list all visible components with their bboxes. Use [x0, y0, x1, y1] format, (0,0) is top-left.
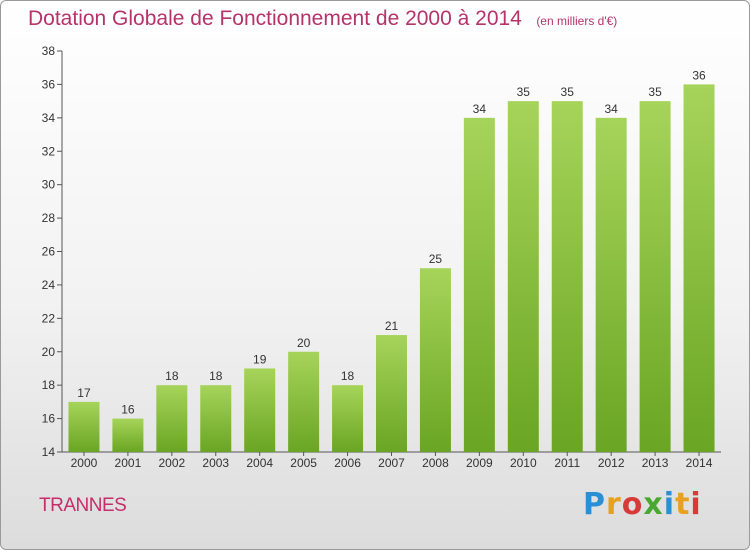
bar-2011 [551, 101, 583, 452]
value-label: 35 [561, 85, 575, 99]
bar-2009 [463, 117, 495, 452]
value-label: 36 [692, 68, 706, 82]
x-tick-label: 2002 [158, 456, 185, 470]
value-label: 34 [473, 102, 487, 116]
value-label: 34 [604, 102, 618, 116]
value-label: 19 [253, 352, 267, 366]
x-tick-label: 2004 [246, 456, 273, 470]
bar-2013 [639, 101, 671, 452]
logo-letter: i [663, 487, 676, 522]
x-tick-label: 2007 [378, 456, 405, 470]
x-tick-label: 2001 [115, 456, 142, 470]
value-label: 25 [429, 252, 443, 266]
title-row: Dotation Globale de Fonctionnement de 20… [28, 7, 617, 31]
y-tick-label: 28 [42, 211, 56, 225]
bar-2014 [683, 84, 715, 453]
x-tick-label: 2008 [422, 456, 449, 470]
y-tick-label: 34 [42, 111, 56, 125]
value-labels: 17 16 18 18 19 20 18 21 25 34 35 35 34 35 36 [77, 68, 706, 416]
bar-2006 [332, 385, 364, 452]
bar-2004 [244, 368, 276, 452]
x-tick-label: 2000 [71, 456, 98, 470]
value-label: 35 [517, 85, 531, 99]
bars [68, 84, 715, 453]
bar-2005 [288, 351, 320, 452]
y-tick-label: 20 [42, 345, 56, 359]
x-tick-label: 2013 [642, 456, 669, 470]
x-tick-label: 2010 [510, 456, 537, 470]
logo-letter: x [643, 487, 664, 522]
y-tick-label: 14 [42, 445, 56, 459]
bar-2010 [507, 101, 539, 452]
bar-2001 [112, 418, 144, 452]
bar-2003 [200, 385, 232, 452]
y-tick-label: 18 [42, 378, 56, 392]
x-tick-label: 2011 [554, 456, 580, 470]
value-label: 35 [648, 85, 662, 99]
x-tick-label: 2012 [598, 456, 625, 470]
x-tick-label: 2005 [290, 456, 317, 470]
bar-2000 [68, 401, 100, 452]
value-label: 21 [385, 319, 399, 333]
proxiti-logo: Proxiti [583, 487, 702, 522]
commune-name: TRANNES [39, 495, 127, 516]
value-label: 17 [77, 386, 91, 400]
y-tick-label: 38 [42, 44, 56, 58]
x-tick-label: 2014 [686, 456, 713, 470]
y-tick-label: 22 [42, 311, 56, 325]
bar-2002 [156, 385, 188, 452]
bar-2008 [419, 268, 451, 452]
x-tick-label: 2006 [334, 456, 361, 470]
logo-letter: P [583, 487, 606, 522]
value-label: 18 [341, 369, 355, 383]
chart-title: Dotation Globale de Fonctionnement de 20… [28, 7, 522, 30]
y-tick-label: 16 [42, 412, 56, 426]
value-label: 20 [297, 336, 311, 350]
value-label: 18 [165, 369, 179, 383]
x-tick-label: 2009 [466, 456, 493, 470]
y-tick-label: 32 [42, 144, 56, 158]
chart-subtitle: (en milliers d'€) [536, 14, 618, 28]
y-tick-label: 26 [42, 245, 56, 259]
y-tick-label: 36 [42, 77, 56, 91]
logo-letter: i [690, 487, 702, 522]
logo-letter: r [606, 487, 622, 522]
bar-2012 [595, 117, 627, 452]
value-label: 16 [121, 403, 135, 417]
bar-2007 [376, 335, 407, 452]
value-label: 18 [209, 369, 223, 383]
x-tick-label: 2003 [202, 456, 229, 470]
y-tick-label: 30 [42, 178, 56, 192]
logo-letter: t [675, 487, 691, 522]
y-tick-label: 24 [42, 278, 56, 292]
logo-letter: o [621, 487, 644, 522]
